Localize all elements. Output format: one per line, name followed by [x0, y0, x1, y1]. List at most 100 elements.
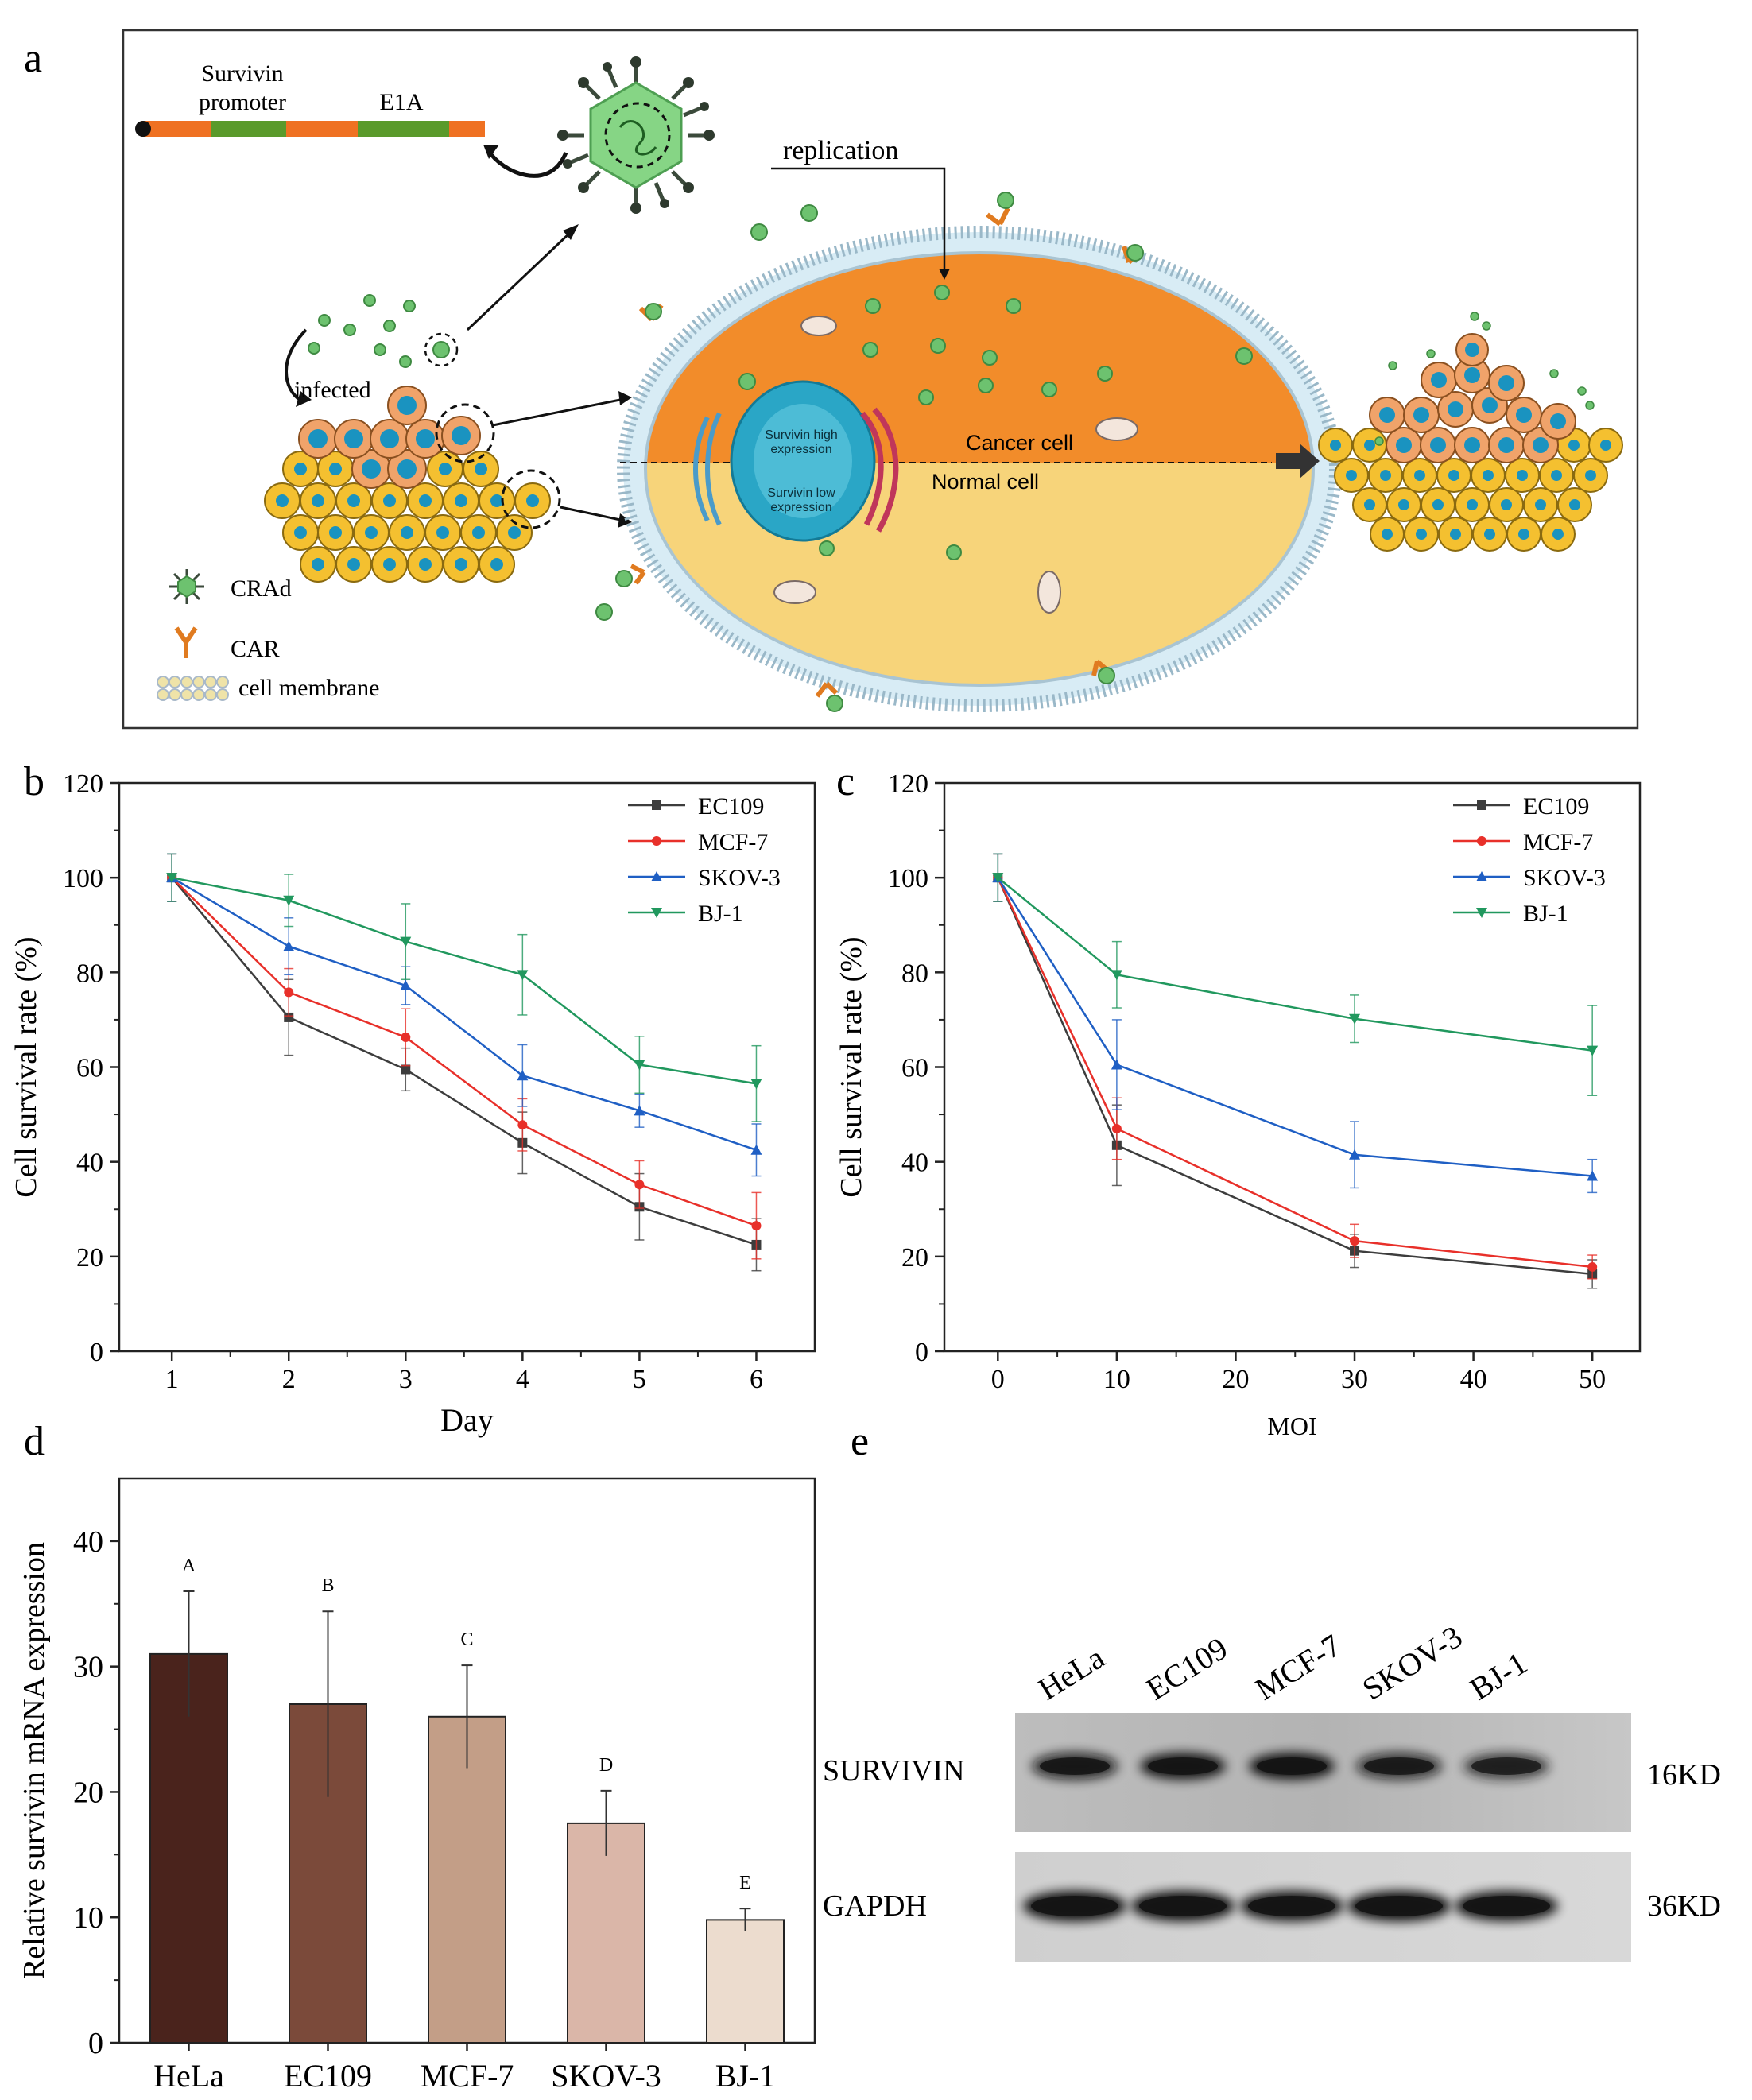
- x-tick-label: 40: [1460, 1365, 1487, 1394]
- normal-cell-label: Normal cell: [932, 470, 1039, 494]
- marker-square: [284, 1012, 294, 1022]
- y-tick-label: 30: [73, 1651, 103, 1684]
- marker-circle: [1111, 1123, 1122, 1133]
- arrow-head-construct: [483, 145, 499, 159]
- y-tick-label: 0: [88, 2027, 103, 2060]
- band-core-survivin: [1471, 1757, 1541, 1775]
- arrow-cancer-zoom: [492, 397, 625, 427]
- marker-circle: [751, 1221, 762, 1231]
- marker-triangle-down: [992, 873, 1004, 884]
- infection-arrow: [285, 328, 308, 403]
- y-tick-label: 40: [73, 1525, 103, 1559]
- marker-triangle-down: [1476, 908, 1487, 918]
- band-core-survivin: [1257, 1757, 1327, 1775]
- significance-letter: A: [182, 1556, 196, 1576]
- panel-letter-e: e: [851, 1419, 869, 1464]
- y-tick-label: 100: [63, 864, 103, 893]
- y-tick-label: 40: [901, 1149, 928, 1178]
- panel-letter-d: d: [24, 1419, 45, 1464]
- membrane-icon: [157, 676, 229, 701]
- legend-label-mcf-7: MCF-7: [1523, 829, 1593, 855]
- marker-triangle-down: [283, 895, 295, 906]
- marker-square: [652, 800, 661, 810]
- replication-arrow: [771, 167, 946, 272]
- replication-arrow-head: [939, 269, 950, 280]
- schematic-legend: CRAd CAR cell membrane: [157, 569, 379, 701]
- legend-label-bj-1: BJ-1: [1523, 901, 1568, 927]
- crad-icon: [169, 569, 204, 604]
- y-tick-label: 20: [76, 1243, 103, 1273]
- x-tick-label: 5: [633, 1365, 646, 1394]
- x-tick-label: 0: [991, 1365, 1005, 1394]
- blot-size-label-gapdh: 36KD: [1647, 1889, 1721, 1923]
- marker-triangle-down: [1587, 1045, 1599, 1056]
- golgi-icon: [860, 407, 899, 533]
- marker-circle: [284, 987, 294, 998]
- marker-triangle: [750, 1144, 762, 1155]
- x-tick-label-mcf-7: MCF-7: [421, 2058, 514, 2094]
- y-tick-label: 40: [76, 1149, 103, 1178]
- band-core-survivin: [1040, 1757, 1110, 1775]
- promoter-segment: [211, 121, 286, 137]
- marker-triangle-down: [634, 1060, 645, 1071]
- band-core-survivin: [1148, 1757, 1218, 1775]
- virus-highlight-circle: [424, 332, 459, 367]
- virus-particles-cluster: [308, 294, 450, 368]
- x-tick-label: 50: [1579, 1365, 1606, 1394]
- band-core-gapdh: [1463, 1896, 1550, 1916]
- significance-letter: E: [739, 1873, 751, 1893]
- marker-square: [401, 1064, 411, 1075]
- legend-label-skov-3: SKOV-3: [698, 865, 781, 891]
- arrow-normal-zoom: [560, 506, 625, 522]
- replication-label: replication: [783, 136, 898, 165]
- marker-triangle: [1111, 1059, 1122, 1070]
- chart-d-survivin-mrna: 0 10 20 30 40 Relative survivin mRNA expressi…: [17, 1477, 816, 2094]
- arrow-head-normal: [618, 513, 632, 528]
- lane-label-ec109: EC109: [1140, 1630, 1234, 1707]
- survivin-low-label-1: Survivin low: [767, 486, 835, 500]
- lane-label-mcf-7: MCF-7: [1249, 1627, 1347, 1707]
- marker-triangle: [400, 980, 412, 991]
- schematic-panel: Survivin promoter E1A: [122, 29, 1639, 730]
- blot-row-label-gapdh: GAPDH: [823, 1889, 927, 1923]
- band-core-gapdh: [1031, 1896, 1118, 1916]
- legend-crad-label: CRAd: [231, 575, 292, 602]
- tumor-cluster-left: [264, 386, 561, 583]
- y-tick-label: 0: [90, 1338, 103, 1367]
- marker-triangle: [517, 1070, 529, 1081]
- x-tick-label-ec109: EC109: [284, 2058, 372, 2094]
- mitochondrion-icon: [1037, 571, 1061, 614]
- marker-square: [1477, 800, 1486, 810]
- series-line: [997, 877, 1593, 1177]
- marker-triangle: [1476, 871, 1487, 881]
- x-tick-label-bj-1: BJ-1: [715, 2058, 776, 2094]
- marker-triangle: [651, 871, 662, 881]
- arrow-to-construct: [486, 149, 568, 178]
- e1a-label: E1A: [380, 89, 424, 115]
- marker-triangle: [1349, 1149, 1361, 1160]
- significance-letter: D: [599, 1755, 613, 1776]
- marker-triangle-down: [517, 970, 529, 981]
- legend-label-skov-3: SKOV-3: [1523, 865, 1606, 891]
- series-ec109: [167, 853, 762, 1272]
- x-tick-label: 6: [750, 1365, 763, 1394]
- chart-b-survival-vs-day: 0 20 40 60 80 100 120 1 2 3 4 5 6 Day Cell survival ra…: [10, 769, 816, 1438]
- marker-triangle-down: [750, 1079, 762, 1090]
- x-tick-label-skov-3: SKOV-3: [551, 2058, 661, 2094]
- y-axis-label: Cell survival rate (%): [835, 936, 868, 1197]
- legend-label-ec109: EC109: [698, 793, 764, 819]
- arrow-virus-zoom: [466, 231, 572, 331]
- series-line: [171, 876, 757, 1085]
- series-line: [171, 877, 757, 1227]
- x-tick-label: 1: [165, 1365, 179, 1394]
- marker-triangle-down: [400, 936, 412, 947]
- promoter-label-line1: Survivin: [201, 60, 283, 87]
- y-tick-label: 80: [76, 959, 103, 988]
- marker-circle: [517, 1120, 528, 1130]
- y-tick-label: 60: [76, 1054, 103, 1083]
- construct-end-cap: [135, 121, 151, 137]
- mitochondrion-icon: [800, 316, 837, 336]
- replicating-virus-particles: [819, 285, 1113, 560]
- y-tick-label: 10: [73, 1901, 103, 1935]
